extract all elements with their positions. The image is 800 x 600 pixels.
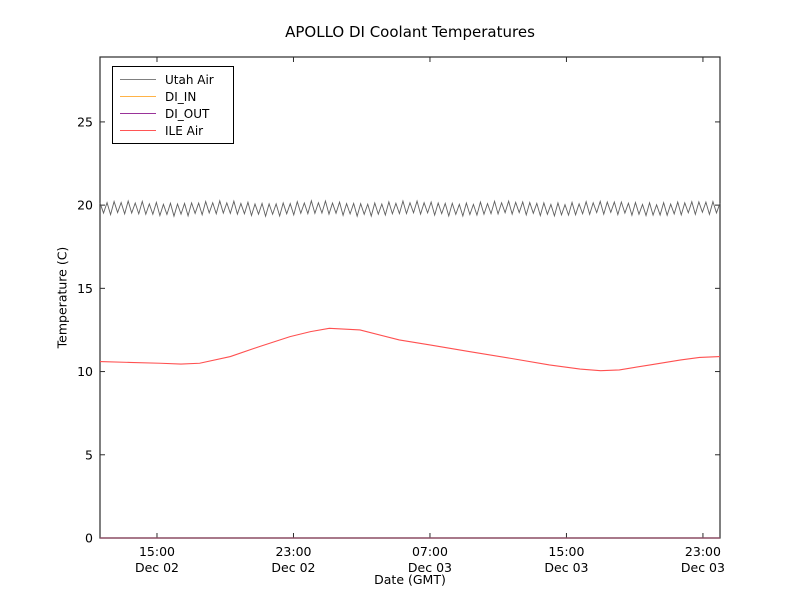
y-tick-label: 20 xyxy=(77,198,93,213)
legend-item-di-out: DI_OUT xyxy=(113,105,233,122)
chart-title: APOLLO DI Coolant Temperatures xyxy=(285,23,535,41)
legend-label: DI_IN xyxy=(165,89,197,104)
x-tick-label-date: Dec 02 xyxy=(135,560,179,575)
legend-item-utah-air: Utah Air xyxy=(113,71,233,88)
y-tick-label: 5 xyxy=(85,447,93,462)
legend-line-swatch xyxy=(120,113,156,114)
x-tick-label-date: Dec 02 xyxy=(271,560,315,575)
legend-item-di-in: DI_IN xyxy=(113,88,233,105)
x-tick-label-time: 23:00 xyxy=(275,544,311,559)
x-tick-label-date: Dec 03 xyxy=(681,560,725,575)
legend-label: Utah Air xyxy=(165,72,214,87)
x-tick-label-date: Dec 03 xyxy=(408,560,452,575)
legend-line-swatch xyxy=(120,130,156,131)
legend-item-ile-air: ILE Air xyxy=(113,122,233,139)
legend-label: DI_OUT xyxy=(165,106,210,121)
y-tick-label: 0 xyxy=(85,531,93,546)
series-utah-air-line xyxy=(99,199,721,218)
y-axis-label: Temperature (C) xyxy=(54,246,70,349)
x-tick-label-time: 15:00 xyxy=(548,544,584,559)
y-tick-label: 15 xyxy=(77,281,93,296)
series-ile-air-line xyxy=(99,327,721,372)
x-axis-label: Date (GMT) xyxy=(374,572,446,587)
x-tick-label-time: 07:00 xyxy=(412,544,448,559)
x-tick-label-date: Dec 03 xyxy=(544,560,588,575)
y-tick-label: 10 xyxy=(77,364,93,379)
axis-frame xyxy=(99,56,721,539)
legend-label: ILE Air xyxy=(165,123,204,138)
x-tick-label-time: 15:00 xyxy=(139,544,175,559)
legend-line-swatch xyxy=(120,79,156,80)
y-tick-label: 25 xyxy=(77,114,93,129)
legend-line-swatch xyxy=(120,96,156,97)
x-tick-label-time: 23:00 xyxy=(685,544,721,559)
legend-box: Utah Air DI_IN DI_OUT ILE Air xyxy=(112,66,234,144)
